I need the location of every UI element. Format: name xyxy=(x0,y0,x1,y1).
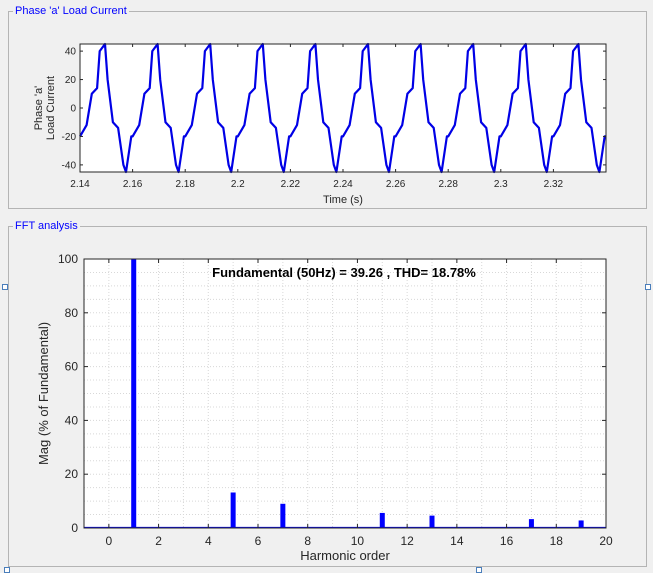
resize-handle-bottom-left[interactable] xyxy=(4,567,10,573)
waveform-panel-title: Phase 'a' Load Current xyxy=(13,5,129,18)
resize-handle-right[interactable] xyxy=(645,284,651,290)
fft-panel-title: FFT analysis xyxy=(13,220,80,233)
resize-handle-left[interactable] xyxy=(2,284,8,290)
waveform-panel: Phase 'a' Load Current xyxy=(8,5,647,209)
resize-handle-bottom-center[interactable] xyxy=(476,567,482,573)
fft-panel: FFT analysis xyxy=(8,220,647,567)
